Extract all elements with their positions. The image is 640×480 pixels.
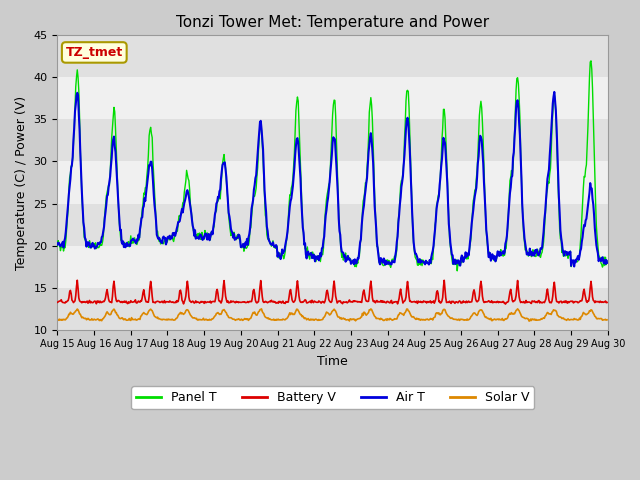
Legend: Panel T, Battery V, Air T, Solar V: Panel T, Battery V, Air T, Solar V [131, 386, 534, 409]
Battery V [205, 300, 213, 305]
Battery V [604, 300, 611, 305]
Solar V [54, 317, 61, 323]
Y-axis label: Temperature (C) / Power (V): Temperature (C) / Power (V) [15, 96, 28, 270]
Panel T [399, 169, 407, 175]
Air T [176, 218, 184, 224]
Panel T [415, 260, 423, 266]
Solar V [514, 306, 522, 312]
Air T [604, 260, 611, 266]
Panel T [205, 234, 212, 240]
Solar V [205, 317, 212, 323]
Air T [120, 244, 128, 250]
Battery V [416, 299, 424, 305]
X-axis label: Time: Time [317, 355, 348, 368]
Panel T [176, 213, 184, 219]
Bar [58, 120, 608, 161]
Air T [63, 210, 71, 216]
Bar [58, 161, 608, 204]
Line: Battery V: Battery V [58, 280, 607, 304]
Battery V [63, 298, 71, 304]
Panel T [63, 216, 71, 222]
Solar V [176, 311, 184, 316]
Bar [58, 77, 608, 120]
Solar V [415, 317, 423, 323]
Battery V [74, 277, 81, 283]
Battery V [54, 300, 61, 305]
Air T [205, 231, 212, 237]
Battery V [400, 299, 408, 304]
Panel T [120, 242, 128, 248]
Solar V [525, 318, 533, 324]
Solar V [63, 315, 71, 321]
Panel T [587, 58, 595, 64]
Panel T [604, 258, 611, 264]
Line: Panel T: Panel T [58, 61, 607, 271]
Line: Air T: Air T [58, 92, 607, 266]
Solar V [399, 312, 407, 317]
Air T [399, 173, 407, 179]
Line: Solar V: Solar V [58, 309, 607, 321]
Air T [54, 242, 61, 248]
Battery V [121, 298, 129, 304]
Battery V [177, 288, 184, 293]
Air T [415, 258, 423, 264]
Bar [58, 246, 608, 288]
Solar V [120, 317, 128, 323]
Bar [58, 288, 608, 330]
Air T [550, 89, 558, 95]
Solar V [604, 317, 611, 323]
Title: Tonzi Tower Met: Temperature and Power: Tonzi Tower Met: Temperature and Power [176, 15, 489, 30]
Bar [58, 204, 608, 246]
Panel T [54, 243, 61, 249]
Air T [570, 264, 578, 269]
Bar [58, 36, 608, 77]
Text: TZ_tmet: TZ_tmet [66, 46, 123, 59]
Battery V [502, 301, 509, 307]
Panel T [453, 268, 461, 274]
